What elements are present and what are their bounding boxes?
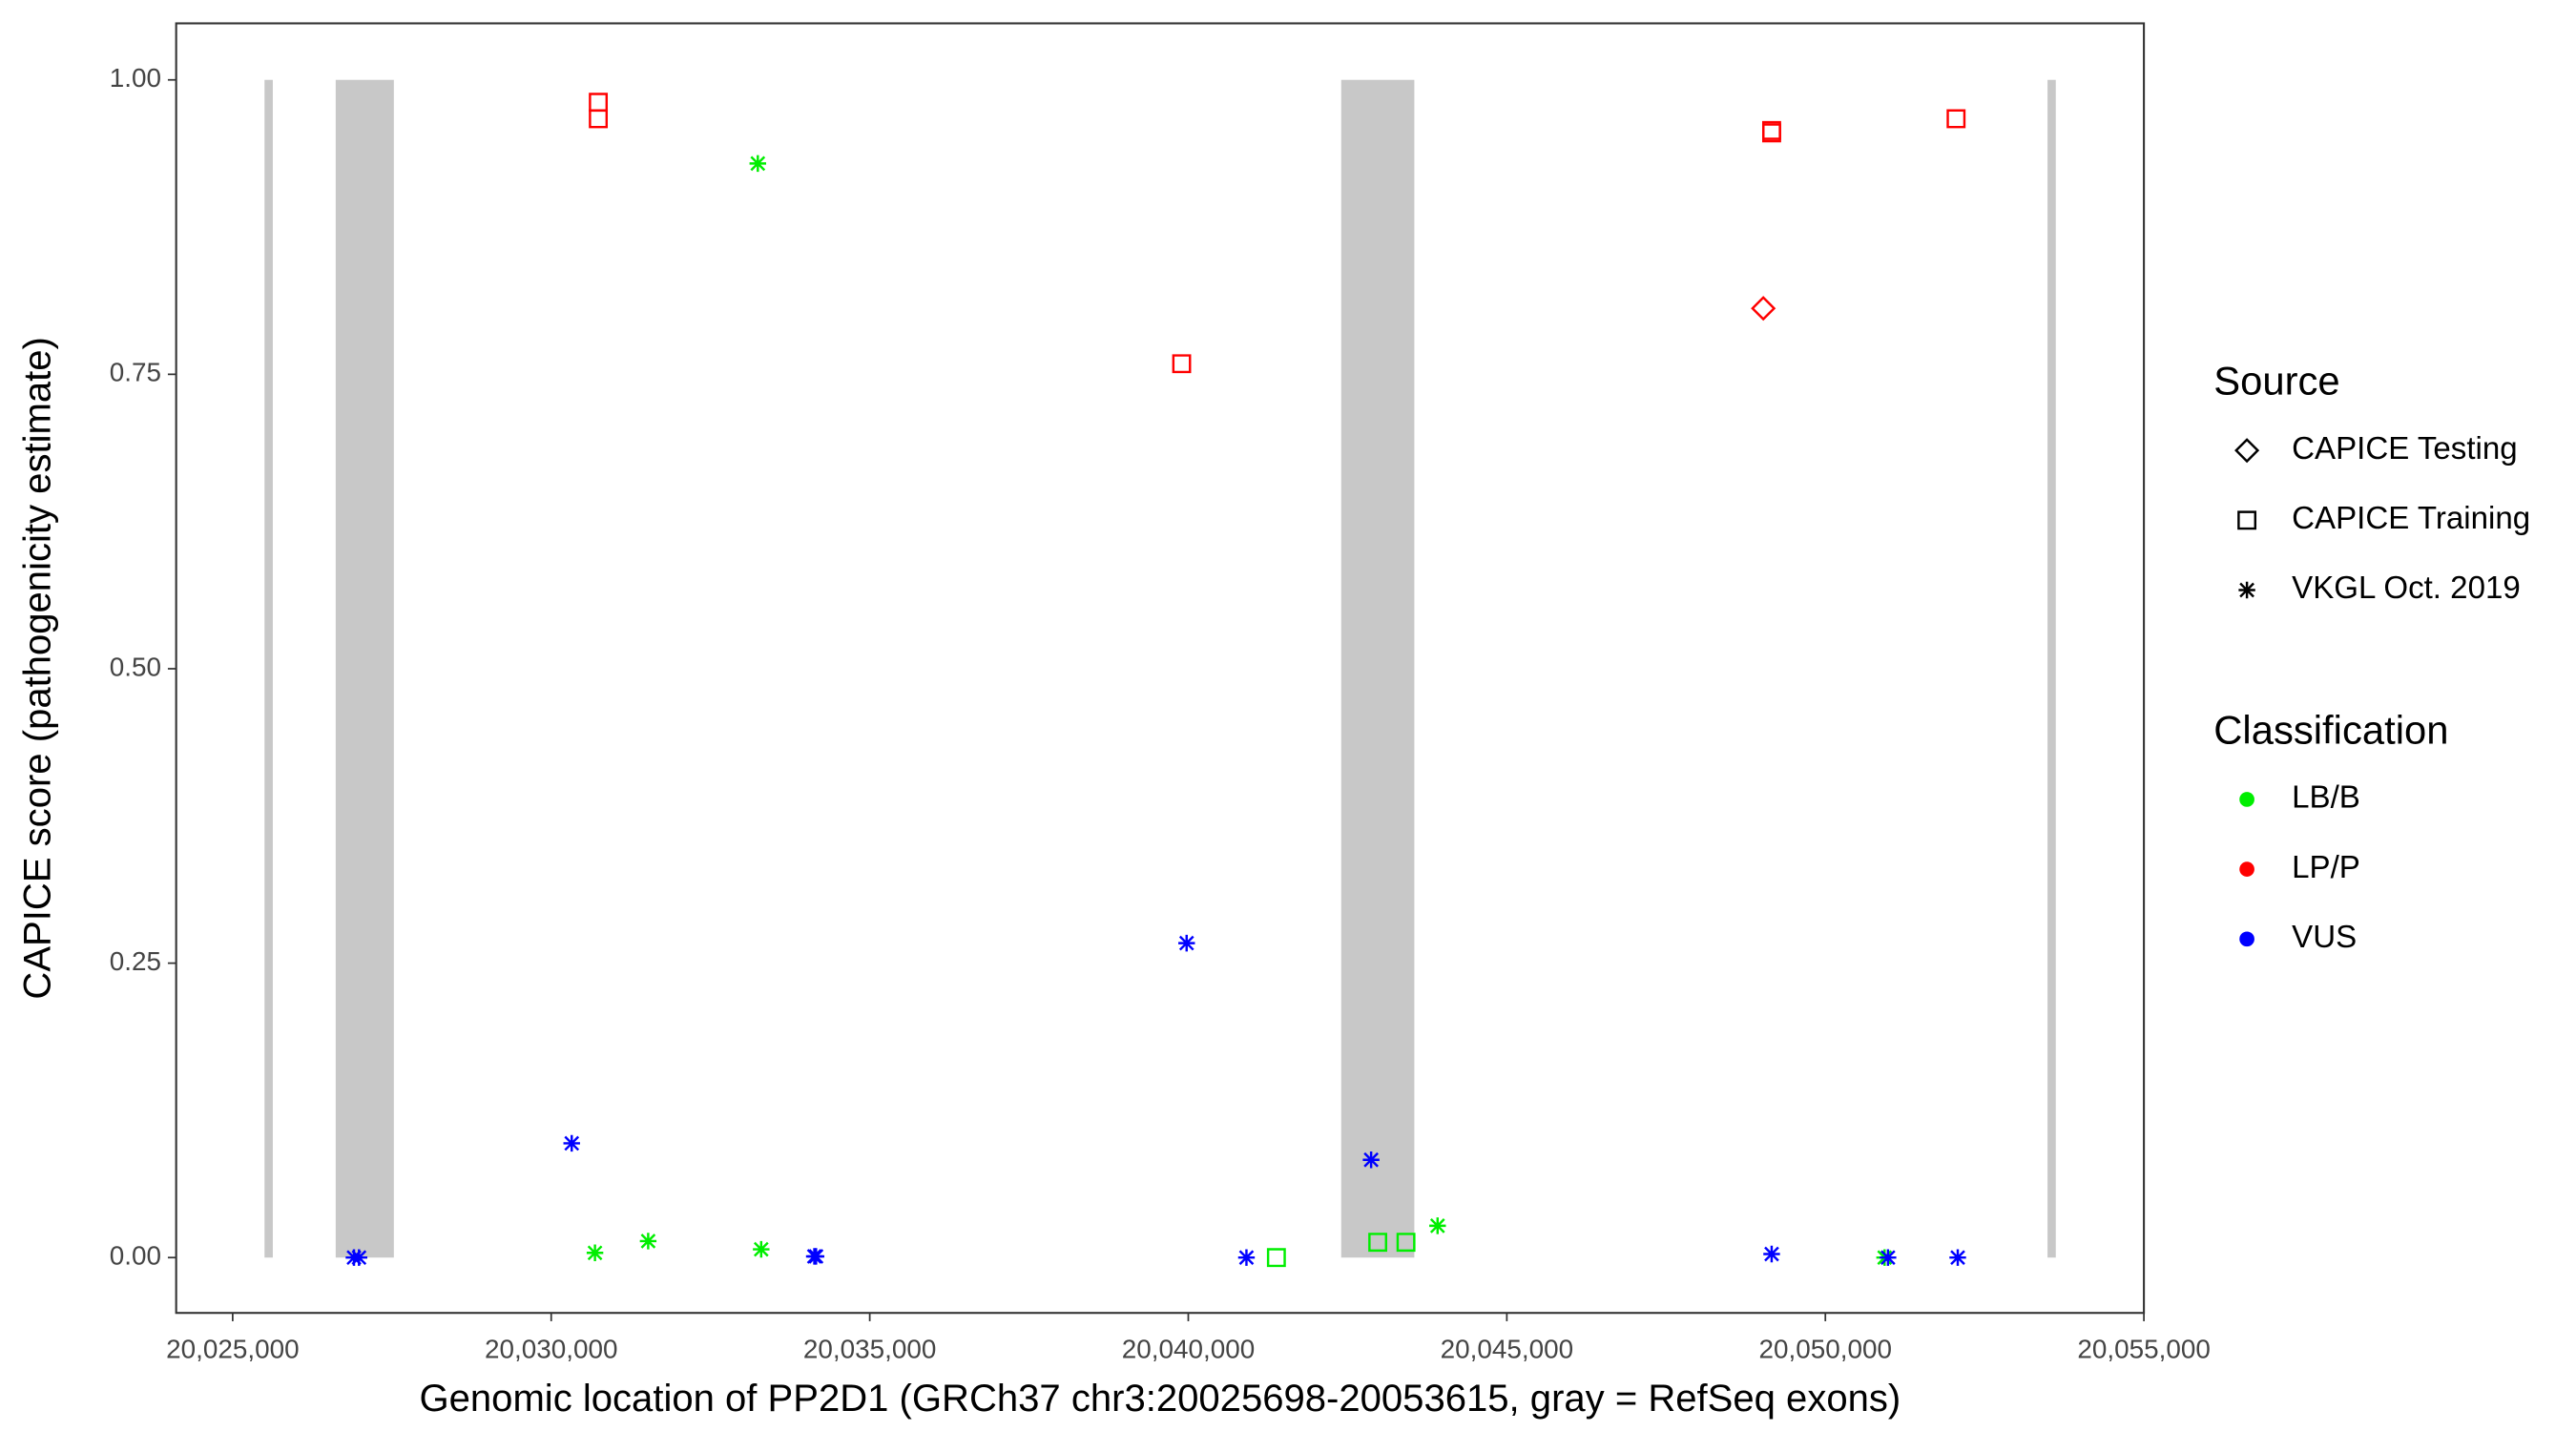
point <box>639 1233 657 1250</box>
x-tick-label: 20,030,000 <box>485 1335 617 1364</box>
legend-symbol <box>2239 861 2254 877</box>
legend-label: LP/P <box>2292 850 2360 885</box>
y-tick-label: 0.25 <box>110 946 161 976</box>
point <box>1946 109 1966 129</box>
legend-symbol <box>2234 438 2260 464</box>
x-tick-label: 20,035,000 <box>803 1335 936 1364</box>
legend-label: CAPICE Training <box>2292 501 2530 536</box>
legend-symbol <box>2239 792 2254 807</box>
x-tick-label: 20,050,000 <box>1759 1335 1892 1364</box>
point <box>805 1248 823 1265</box>
point <box>1237 1249 1256 1266</box>
point <box>1362 1151 1380 1169</box>
x-axis-title: Genomic location of PP2D1 (GRCh37 chr3:2… <box>419 1378 1901 1420</box>
point <box>1880 1249 1897 1266</box>
point <box>1751 296 1776 321</box>
y-tick-label: 0.75 <box>110 358 161 387</box>
y-tick-label: 0.50 <box>110 652 161 681</box>
point <box>749 155 767 173</box>
legend-symbol <box>2238 581 2255 599</box>
exon <box>2047 79 2056 1258</box>
x-tick-label: 20,055,000 <box>2077 1335 2210 1364</box>
point <box>586 1244 604 1261</box>
legend-title: Classification <box>2213 707 2448 752</box>
legend-label: VKGL Oct. 2019 <box>2292 570 2521 606</box>
legend-label: VUS <box>2292 920 2357 955</box>
point <box>1396 1233 1416 1253</box>
exon <box>1340 79 1415 1258</box>
x-tick-label: 20,045,000 <box>1441 1335 1573 1364</box>
legend-label: CAPICE Testing <box>2292 431 2518 467</box>
point <box>1368 1233 1388 1253</box>
exon <box>264 79 273 1258</box>
point <box>1949 1249 1966 1266</box>
point <box>350 1249 367 1266</box>
y-tick-label: 0.00 <box>110 1241 161 1271</box>
legend-title: Source <box>2213 359 2339 404</box>
point <box>589 109 609 129</box>
y-axis-title: CAPICE score (pathogenicity estimate) <box>16 337 58 999</box>
y-tick-label: 1.00 <box>110 63 161 93</box>
point <box>1178 934 1195 952</box>
legend-symbol <box>2237 510 2257 530</box>
point <box>563 1134 580 1152</box>
point <box>753 1240 770 1258</box>
point <box>1172 354 1192 374</box>
x-tick-label: 20,025,000 <box>166 1335 299 1364</box>
legend-symbol <box>2239 931 2254 947</box>
point <box>1266 1248 1286 1268</box>
point <box>1762 123 1781 143</box>
point <box>1763 1245 1780 1263</box>
x-tick-label: 20,040,000 <box>1122 1335 1255 1364</box>
point <box>1429 1217 1446 1234</box>
panel-border <box>175 22 2146 1315</box>
exon <box>335 79 394 1258</box>
legend-label: LB/B <box>2292 780 2360 816</box>
